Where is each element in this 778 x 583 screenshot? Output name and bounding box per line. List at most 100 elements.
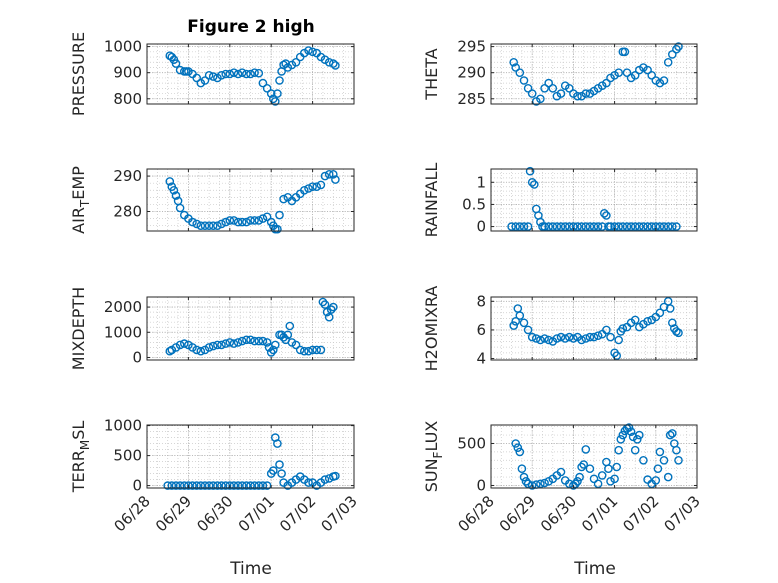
- terr_msl-point: [320, 475, 330, 484]
- mixdepth-point: [304, 346, 313, 356]
- rainfall-point: [643, 222, 652, 231]
- h2omixra-point: [560, 334, 570, 343]
- sun_flux-point: [616, 434, 626, 444]
- rainfall-point: [523, 222, 533, 231]
- pressure-point: [233, 69, 243, 79]
- air_temp-point: [208, 221, 218, 230]
- rainfall-point: [593, 222, 603, 231]
- mixdepth-point: [213, 340, 222, 350]
- air_temp-point: [299, 185, 309, 195]
- pressure-point: [262, 84, 272, 93]
- pressure-ytick-label: 900: [113, 64, 142, 82]
- rainfall-point: [635, 222, 644, 231]
- h2omixra-point: [585, 332, 595, 342]
- sun_flux-point: [618, 430, 628, 440]
- air_temp-point: [200, 221, 210, 230]
- air_temp-point: [169, 185, 179, 195]
- rainfall-point: [606, 222, 615, 231]
- rainfall-point: [560, 222, 570, 231]
- h2omixra-point: [519, 318, 529, 328]
- sun_flux-point: [513, 443, 523, 453]
- rainfall-point: [672, 222, 681, 231]
- terr_msl-point: [237, 481, 247, 490]
- sun_flux-point: [639, 455, 648, 465]
- pressure-point: [275, 76, 284, 85]
- pressure-point: [320, 55, 330, 65]
- mixdepth-plot-area: [147, 297, 354, 360]
- mixdepth-point: [328, 302, 338, 312]
- pressure-point: [266, 89, 276, 98]
- rainfall-ytick-label: 0.5: [462, 195, 486, 213]
- pressure-point: [196, 78, 206, 88]
- sun_flux-point: [626, 427, 636, 437]
- theta-axes-box: [490, 43, 698, 105]
- h2omixra-point: [659, 302, 669, 312]
- air_temp-point: [221, 217, 230, 227]
- terr_msl-point: [196, 481, 206, 490]
- mixdepth-point: [179, 339, 189, 348]
- sun_flux-point: [630, 445, 640, 455]
- h2omixra-point: [540, 334, 549, 343]
- sun_flux-xtick-label: 07/01: [578, 492, 621, 535]
- theta-point: [668, 50, 677, 59]
- h2omixra-point: [618, 324, 628, 333]
- sun_flux-ylabel-rest: LUX: [422, 421, 441, 452]
- rainfall-point: [548, 222, 558, 231]
- terr_msl-xtick-label: 06/28: [111, 492, 154, 535]
- rainfall-point: [589, 222, 599, 231]
- rainfall-ytick-label: 0: [476, 218, 486, 236]
- h2omixra-ytick-label: 8: [476, 292, 486, 310]
- rainfall-point: [626, 222, 636, 231]
- theta-point: [556, 89, 566, 98]
- pressure-point: [242, 69, 251, 79]
- h2omixra-point: [674, 328, 683, 338]
- terr_msl-point: [258, 481, 268, 490]
- panel-sun_flux: 0 500 SUNFLUX 06/2806/2906/3007/0107/0207/0…: [422, 421, 704, 536]
- h2omixra-point: [556, 332, 566, 342]
- h2omixra-point: [602, 325, 611, 335]
- pressure-point: [250, 68, 259, 77]
- pressure-point: [308, 47, 317, 57]
- rainfall-ytick-label: 1: [476, 173, 486, 191]
- sun_flux-point: [523, 479, 533, 489]
- terr_msl-ytick-label: 500: [113, 447, 142, 465]
- pressure-point: [299, 48, 309, 58]
- mixdepth-point: [242, 335, 251, 345]
- mixdepth-point: [295, 345, 305, 355]
- h2omixra-point: [612, 351, 622, 361]
- chart-title: Figure 2 high: [187, 17, 315, 37]
- sun_flux-point: [515, 447, 525, 457]
- terr_msl-ylabel: TERRMSL: [69, 421, 92, 494]
- terr_msl-point: [163, 481, 172, 490]
- sun_flux-xtick-label: 06/28: [455, 492, 498, 535]
- air_temp-ylabel-main: AIR: [69, 207, 88, 234]
- terr_msl-point: [221, 481, 230, 490]
- sun_flux-point: [672, 445, 681, 455]
- x-axis-label-right: Time: [573, 559, 616, 579]
- rainfall-point: [507, 222, 516, 231]
- sun_flux-point: [589, 474, 599, 484]
- mixdepth-point: [221, 339, 230, 348]
- terr_msl-point: [250, 481, 259, 490]
- sun_flux-point: [614, 445, 624, 455]
- air_temp-point: [308, 182, 317, 191]
- sun_flux-point: [585, 464, 595, 474]
- rainfall-ylabel: RAINFALL: [422, 163, 441, 238]
- air_temp-point: [188, 217, 197, 227]
- mixdepth-point: [291, 340, 301, 350]
- pressure-point: [331, 61, 340, 70]
- theta-point: [548, 84, 558, 93]
- terr_msl-point: [254, 481, 264, 490]
- rainfall-point: [511, 222, 521, 231]
- rainfall-point: [530, 180, 539, 189]
- rainfall-point: [527, 177, 537, 187]
- terr_msl-ylabel-sub: M: [78, 440, 92, 450]
- rainfall-point: [556, 222, 566, 231]
- sun_flux-point: [612, 462, 622, 472]
- air_temp-point: [175, 203, 185, 213]
- theta-point: [509, 58, 519, 67]
- terr_msl-ytick-label: 0: [132, 477, 142, 495]
- air_temp-ylabel-sub: T: [78, 199, 92, 208]
